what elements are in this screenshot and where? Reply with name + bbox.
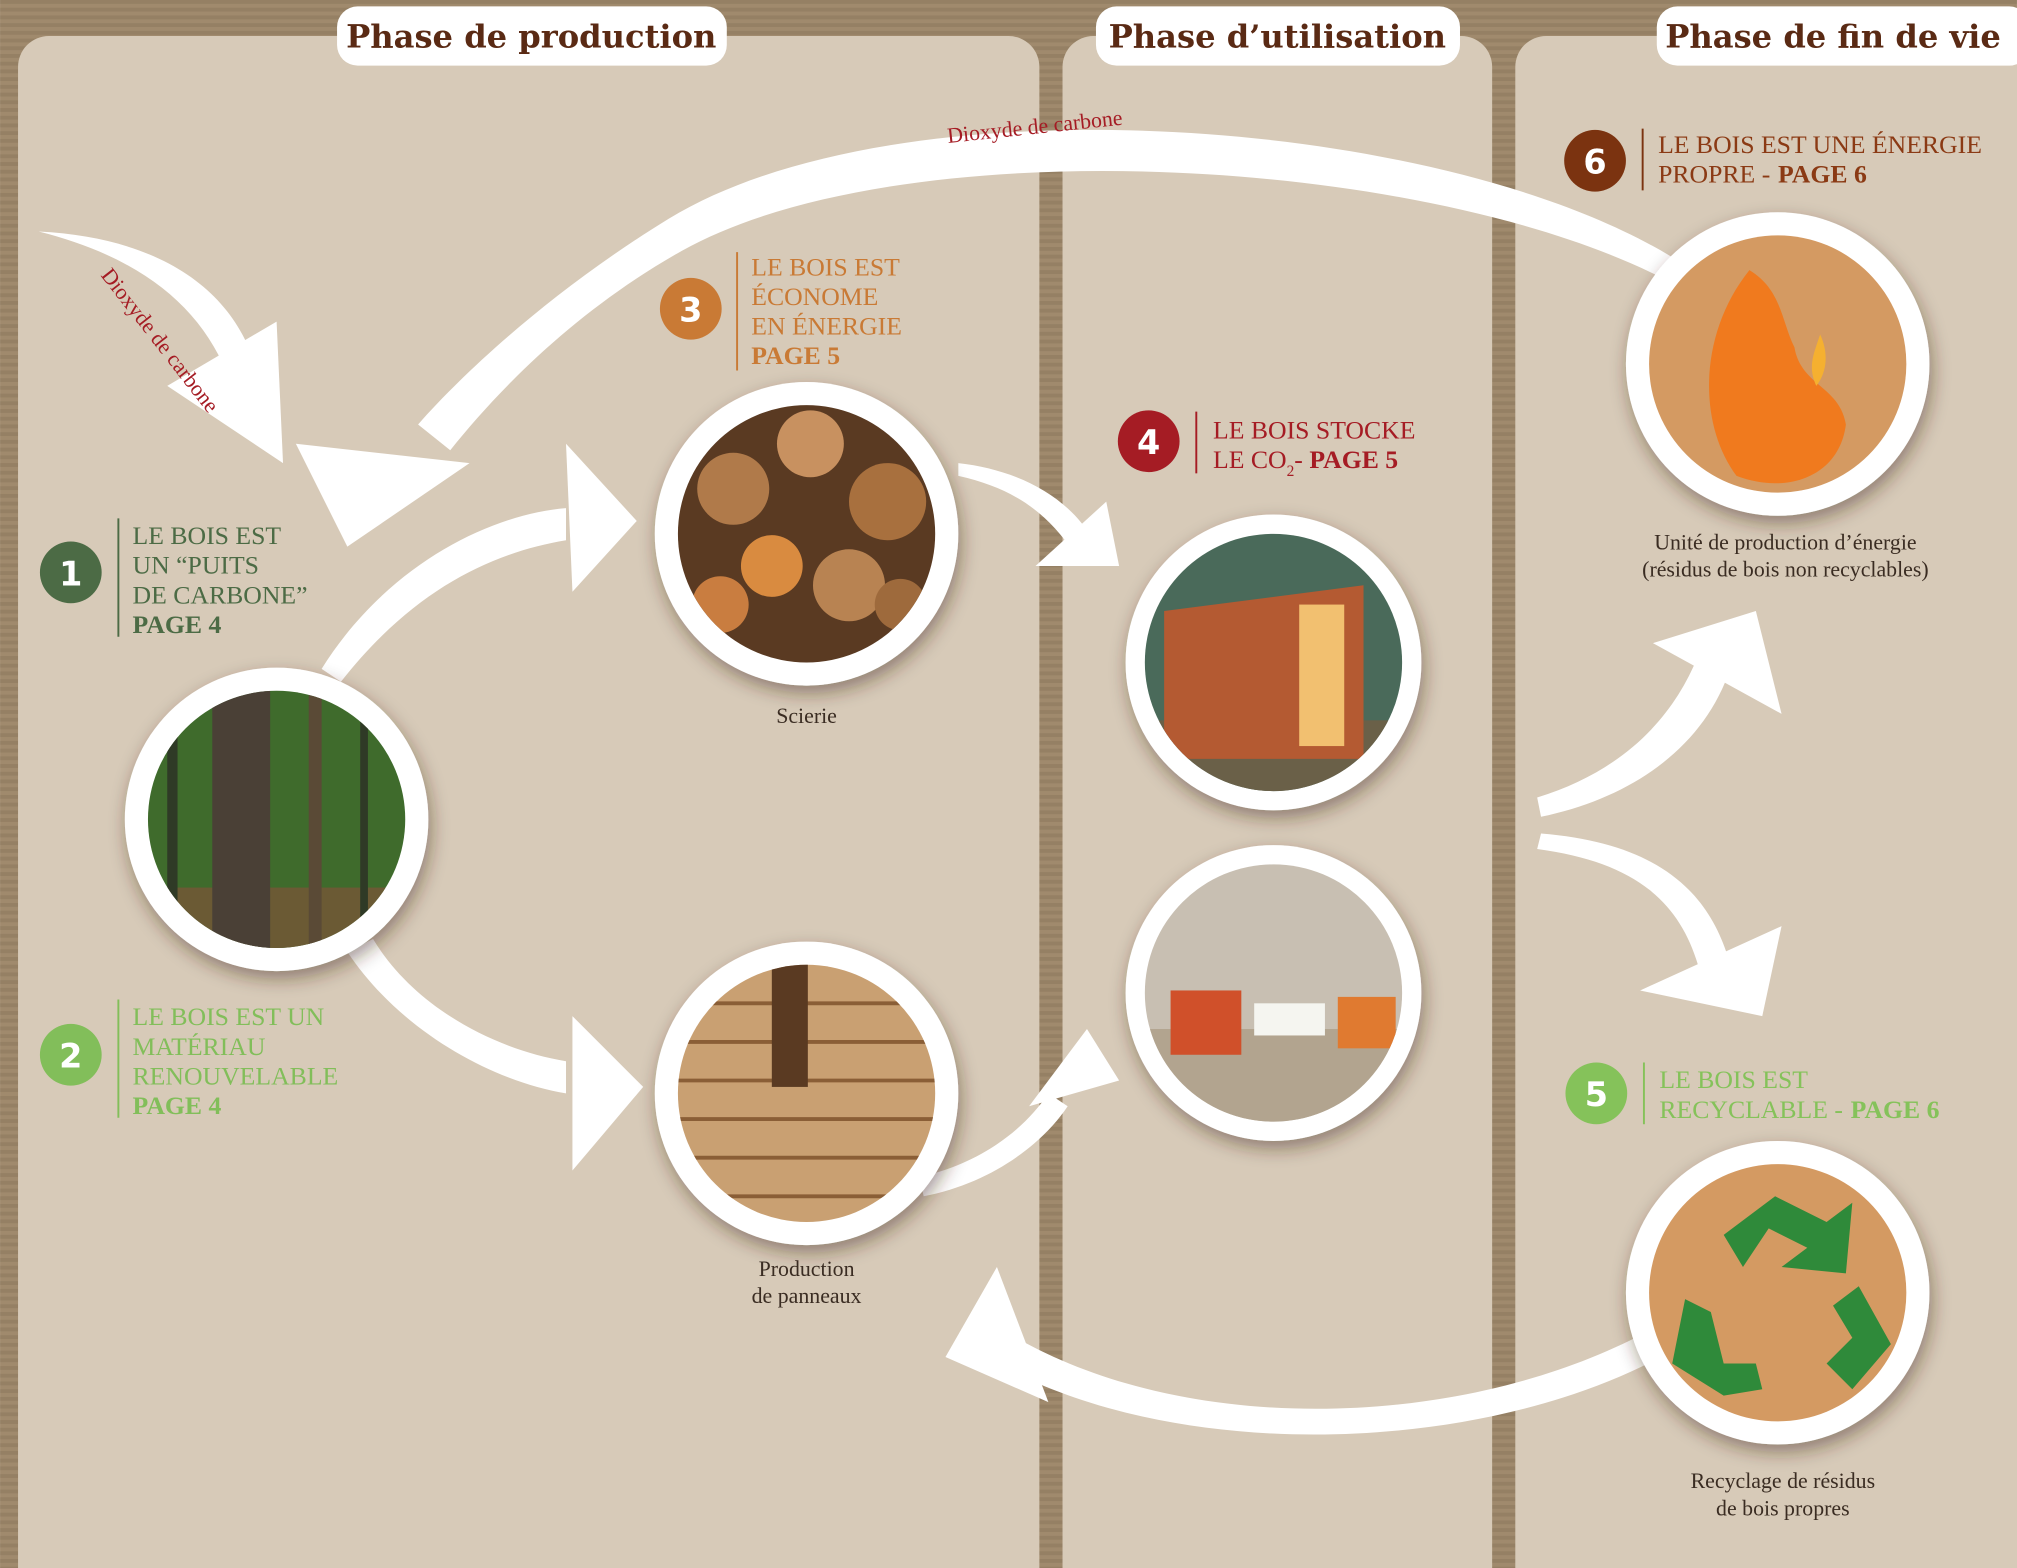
text-line: de panneaux <box>752 1284 862 1308</box>
text-line: RENOUVELABLE <box>133 1061 339 1090</box>
caption: Scierie <box>776 704 837 728</box>
text-line: - <box>1294 445 1303 474</box>
phase-title: Phase d’utilisation <box>1109 18 1446 56</box>
shape <box>1254 1003 1325 1035</box>
phase-title: Phase de production <box>346 18 716 56</box>
text-line: Unité de production d’énergie <box>1654 530 1916 554</box>
shape <box>741 535 803 597</box>
callout-number: 2 <box>59 1037 82 1076</box>
shape <box>309 682 322 952</box>
text-line: EN ÉNERGIE <box>751 311 902 340</box>
shape <box>772 958 808 1087</box>
text-line: 2 <box>1287 463 1295 480</box>
text-line: DE CARBONE” <box>133 580 308 609</box>
text-line: PAGE 6 <box>1778 160 1867 189</box>
text-line: RECYCLABLE - <box>1659 1095 1843 1124</box>
text-line: Production <box>759 1257 855 1281</box>
text-line: PROPRE - <box>1658 160 1770 189</box>
shape <box>1338 997 1396 1048</box>
text-line: ÉCONOME <box>751 282 878 311</box>
text-line: PAGE 5 <box>751 341 840 370</box>
text-line: LE BOIS EST <box>751 252 900 281</box>
callout-number: 4 <box>1137 423 1160 462</box>
text-line: LE BOIS EST <box>1659 1065 1808 1094</box>
text-line: PAGE 4 <box>133 610 222 639</box>
shape <box>1299 605 1344 746</box>
shape <box>212 682 270 952</box>
text-line: UN “PUITS <box>133 551 259 580</box>
callout-number: 5 <box>1585 1075 1608 1114</box>
text-line: LE BOIS STOCKE <box>1213 416 1415 445</box>
callout-number: 3 <box>679 291 702 330</box>
text-line: MATÉRIAU <box>133 1032 266 1061</box>
text-line: PAGE 6 <box>1851 1095 1940 1124</box>
text-line: Recyclage de résidus <box>1691 1469 1876 1493</box>
shape <box>1171 990 1242 1054</box>
phase-title: Phase de fin de vie <box>1665 18 2001 56</box>
shape <box>849 463 926 540</box>
text-line: LE BOIS EST <box>133 521 282 550</box>
diagram: Phase de production Phase d’utilisation … <box>0 0 2017 1568</box>
shape <box>697 453 769 525</box>
text-line: LE BOIS EST UN <box>133 1002 325 1031</box>
text-line: (résidus de bois non recyclables) <box>1642 557 1929 581</box>
text-line: PAGE 5 <box>1309 445 1398 474</box>
text-line: de bois propres <box>1716 1496 1850 1520</box>
shape <box>777 410 844 477</box>
callout-number: 1 <box>59 554 82 593</box>
text-line: LE BOIS EST UNE ÉNERGIE <box>1658 130 1982 159</box>
text-line: PAGE 4 <box>133 1091 222 1120</box>
shape <box>813 549 885 621</box>
text-line: LE CO <box>1213 445 1287 474</box>
callout-number: 6 <box>1583 143 1606 182</box>
